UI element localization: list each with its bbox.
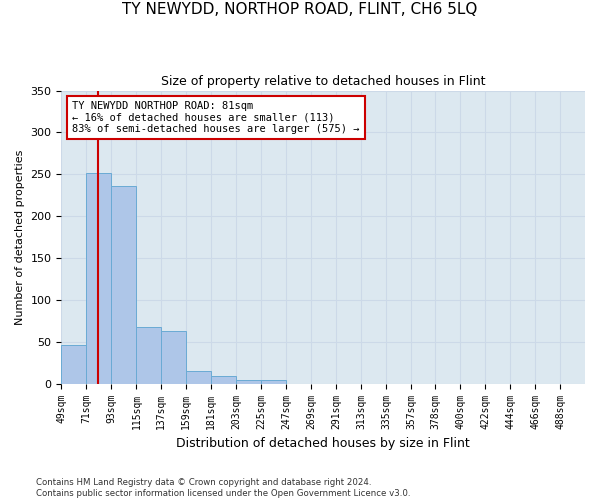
Bar bbox=[61, 345, 86, 384]
Bar bbox=[112, 186, 136, 384]
Title: Size of property relative to detached houses in Flint: Size of property relative to detached ho… bbox=[161, 75, 485, 88]
Text: TY NEWYDD, NORTHOP ROAD, FLINT, CH6 5LQ: TY NEWYDD, NORTHOP ROAD, FLINT, CH6 5LQ bbox=[122, 2, 478, 18]
Bar bbox=[136, 326, 161, 384]
Bar bbox=[262, 380, 286, 384]
Bar bbox=[161, 331, 187, 384]
Text: Contains HM Land Registry data © Crown copyright and database right 2024.
Contai: Contains HM Land Registry data © Crown c… bbox=[36, 478, 410, 498]
Bar bbox=[187, 371, 211, 384]
Bar bbox=[236, 380, 262, 384]
X-axis label: Distribution of detached houses by size in Flint: Distribution of detached houses by size … bbox=[176, 437, 470, 450]
Text: TY NEWYDD NORTHOP ROAD: 81sqm
← 16% of detached houses are smaller (113)
83% of : TY NEWYDD NORTHOP ROAD: 81sqm ← 16% of d… bbox=[72, 101, 359, 134]
Y-axis label: Number of detached properties: Number of detached properties bbox=[15, 150, 25, 325]
Bar bbox=[211, 376, 236, 384]
Bar bbox=[86, 172, 112, 384]
